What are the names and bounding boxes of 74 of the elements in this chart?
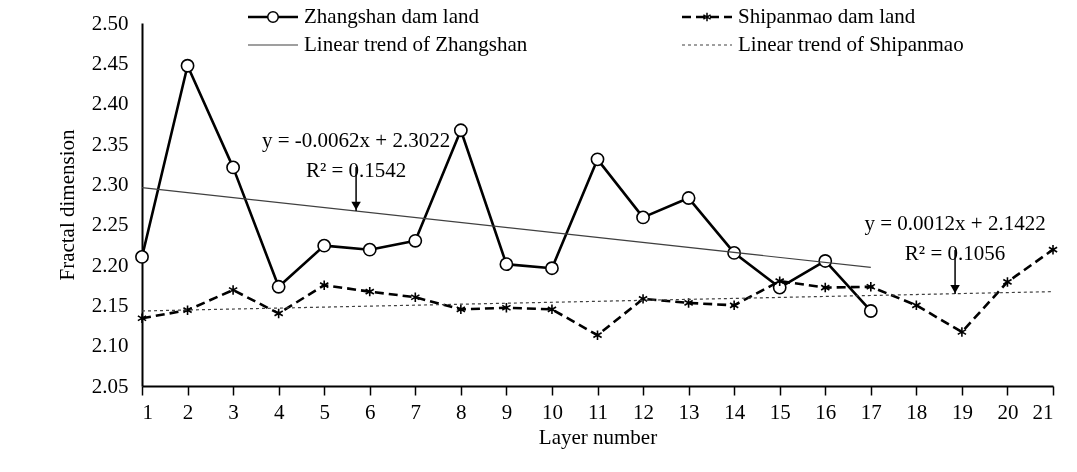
- x-tick-label: 7: [410, 399, 422, 424]
- y-tick-label: 2.25: [91, 212, 129, 237]
- y-tick-label: 2.35: [91, 131, 129, 156]
- point: [408, 233, 423, 248]
- y-tick-label: 2.20: [91, 252, 129, 277]
- point: [228, 284, 239, 296]
- point: [226, 160, 241, 175]
- point: [592, 329, 603, 341]
- point: [135, 250, 149, 264]
- x-tick-label: 12: [633, 399, 655, 424]
- y-tick-label: 2.05: [91, 373, 129, 398]
- point: [501, 302, 512, 314]
- x-tick-label: 5: [319, 399, 330, 424]
- legend-label: Linear trend of Shipanmao: [738, 32, 964, 56]
- x-tick-label: 1: [142, 399, 153, 424]
- point: [455, 303, 466, 315]
- y-tick-label: 2.50: [91, 10, 129, 35]
- y-axis-title: Fractal dimension: [54, 128, 79, 281]
- point: [638, 293, 648, 305]
- point: [182, 304, 193, 316]
- point: [410, 291, 421, 303]
- point: [683, 297, 694, 309]
- x-tick-label: 15: [769, 399, 791, 424]
- x-tick-label: 10: [541, 399, 563, 424]
- x-tick-label: 20: [997, 399, 1019, 424]
- y-tick-label: 2.40: [91, 91, 129, 116]
- point: [499, 257, 514, 272]
- x-tick-label: 17: [860, 399, 882, 424]
- x-tick-label: 19: [951, 399, 973, 424]
- point: [273, 307, 284, 319]
- point: [863, 304, 878, 318]
- x-tick-label: 13: [678, 399, 700, 424]
- point: [1048, 244, 1058, 256]
- point: [729, 299, 740, 311]
- legend-label: Shipanmao dam land: [738, 4, 916, 28]
- x-tick-label: 18: [906, 399, 928, 424]
- point: [681, 191, 696, 205]
- x-tick-label: 3: [228, 399, 239, 424]
- x-tick-label: 6: [365, 399, 376, 424]
- point: [820, 282, 831, 294]
- x-tick-label: 21: [1032, 399, 1054, 424]
- legend-label: Zhangshan dam land: [304, 4, 480, 28]
- point: [774, 275, 785, 287]
- point: [590, 152, 605, 167]
- x-tick-label: 2: [182, 399, 194, 424]
- legend-label: Linear trend of Zhangshan: [304, 32, 528, 56]
- x-tick-label: 8: [456, 399, 467, 424]
- annotation: y = 0.0012x + 2.1422 R² = 0.1056: [864, 211, 1046, 266]
- point: [453, 123, 468, 138]
- x-tick-label: 9: [501, 399, 513, 424]
- point: [911, 299, 922, 311]
- point: [271, 279, 286, 294]
- point: [364, 286, 375, 298]
- point: [865, 281, 876, 293]
- y-tick-label: 2.45: [91, 50, 129, 75]
- point: [137, 312, 147, 324]
- point: [1002, 276, 1013, 288]
- y-tick-label: 2.15: [91, 292, 129, 317]
- x-tick-label: 11: [587, 399, 609, 424]
- point: [180, 58, 195, 73]
- point: [319, 279, 330, 291]
- annotation: y = -0.0062x + 2.3022 R² = 0.1542: [261, 127, 451, 182]
- point: [956, 326, 967, 338]
- x-tick-label: 14: [724, 399, 746, 424]
- y-tick-label: 2.10: [91, 333, 129, 358]
- point: [636, 210, 650, 225]
- y-tick-label: 2.30: [91, 171, 129, 196]
- point: [547, 303, 557, 315]
- x-tick-label: 4: [273, 399, 285, 424]
- x-tick-label: 16: [815, 399, 837, 424]
- point: [317, 238, 332, 253]
- point: [362, 242, 377, 257]
- point: [545, 261, 559, 276]
- x-axis-title: Layer number: [538, 424, 658, 449]
